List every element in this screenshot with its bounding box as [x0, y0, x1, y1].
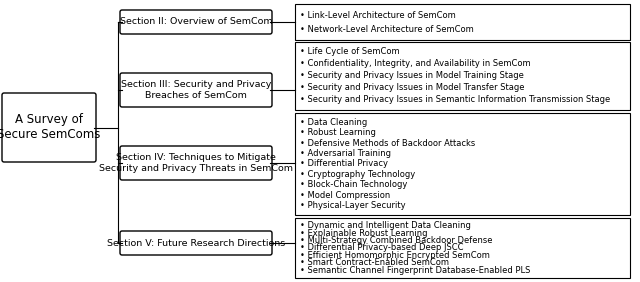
Text: • Model Compression: • Model Compression	[300, 191, 390, 200]
Text: • Network-Level Architecture of SemCom: • Network-Level Architecture of SemCom	[300, 25, 474, 34]
FancyBboxPatch shape	[120, 73, 272, 107]
Text: • Confidentiality, Integrity, and Availability in SemCom: • Confidentiality, Integrity, and Availa…	[300, 60, 531, 69]
Text: • Defensive Methods of Backdoor Attacks: • Defensive Methods of Backdoor Attacks	[300, 139, 476, 147]
Text: • Security and Privacy Issues in Model Transfer Stage: • Security and Privacy Issues in Model T…	[300, 83, 525, 92]
Text: • Security and Privacy Issues in Semantic Information Transmission Stage: • Security and Privacy Issues in Semanti…	[300, 96, 611, 105]
Text: • Life Cycle of SemCom: • Life Cycle of SemCom	[300, 47, 399, 56]
FancyBboxPatch shape	[120, 146, 272, 180]
Text: Section V: Future Research Directions: Section V: Future Research Directions	[107, 239, 285, 248]
Bar	[295, 113, 630, 215]
Text: • Security and Privacy Issues in Model Training Stage: • Security and Privacy Issues in Model T…	[300, 72, 524, 80]
Text: Section IV: Techniques to Mitigate
Security and Privacy Threats in SemCom: Section IV: Techniques to Mitigate Secur…	[99, 153, 293, 173]
Text: • Data Cleaning: • Data Cleaning	[300, 118, 367, 127]
Text: • Block-Chain Technology: • Block-Chain Technology	[300, 180, 408, 190]
Text: • Multi-Strategy Combined Backdoor Defense: • Multi-Strategy Combined Backdoor Defen…	[300, 236, 493, 245]
Text: Section II: Overview of SemCom: Section II: Overview of SemCom	[120, 17, 272, 27]
Text: • Efficient Homomorphic Encrypted SemCom: • Efficient Homomorphic Encrypted SemCom	[300, 251, 490, 260]
FancyBboxPatch shape	[120, 231, 272, 255]
Text: • Link-Level Architecture of SemCom: • Link-Level Architecture of SemCom	[300, 10, 456, 19]
Text: • Dynamic and Intelligent Data Cleaning: • Dynamic and Intelligent Data Cleaning	[300, 221, 471, 230]
Text: • Smart Contract-Enabled SemCom: • Smart Contract-Enabled SemCom	[300, 258, 449, 267]
Bar	[295, 218, 630, 278]
Text: • Differential Privacy: • Differential Privacy	[300, 160, 388, 169]
Text: • Semantic Channel Fingerprint Database-Enabled PLS: • Semantic Channel Fingerprint Database-…	[300, 266, 531, 275]
Bar	[295, 42, 630, 110]
Text: • Explainable Robust Learning: • Explainable Robust Learning	[300, 229, 428, 238]
Text: Section III: Security and Privacy
Breaches of SemCom: Section III: Security and Privacy Breach…	[121, 80, 271, 100]
FancyBboxPatch shape	[120, 10, 272, 34]
Text: • Differential Privacy-based Deep JSCC: • Differential Privacy-based Deep JSCC	[300, 243, 463, 252]
Bar	[295, 4, 630, 40]
Text: • Physical-Layer Security: • Physical-Layer Security	[300, 201, 406, 210]
Text: A Survey of
Secure SemComs: A Survey of Secure SemComs	[0, 113, 100, 142]
Text: • Adversarial Training: • Adversarial Training	[300, 149, 391, 158]
FancyBboxPatch shape	[2, 93, 96, 162]
Text: • Cryptography Technology: • Cryptography Technology	[300, 170, 415, 179]
Text: • Robust Learning: • Robust Learning	[300, 128, 376, 137]
